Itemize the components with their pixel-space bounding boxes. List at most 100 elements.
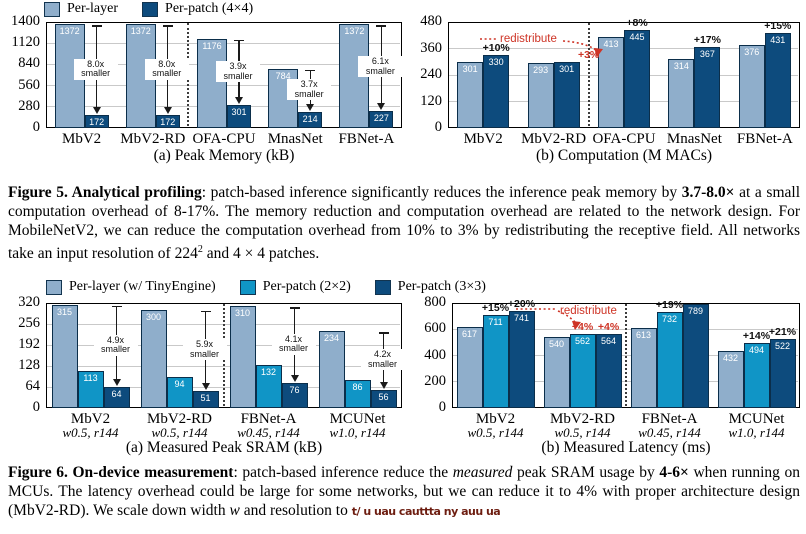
bar-value-label: 330 — [488, 57, 504, 68]
bar-mbv2-rd-s0 — [543, 337, 570, 408]
category-label: FBNet-A — [240, 411, 297, 427]
bar-value-label: 540 — [548, 339, 565, 350]
figure6-legend: Per-layer (w/ TinyEngine) Per-patch (2×2)… — [46, 279, 510, 295]
bar-mcunet-s2 — [769, 339, 796, 408]
bar-mbv2-s2 — [103, 387, 130, 408]
bar-fbnet-a-s0 — [630, 327, 657, 408]
bar-value-label: 789 — [687, 306, 704, 317]
bar-value-label: 51 — [200, 393, 211, 404]
bar-fbnet-a-s1 — [255, 364, 282, 408]
legend-label: Per-layer (w/ TinyEngine) — [69, 279, 216, 294]
category-sublabel: w0.5, r144 — [151, 425, 208, 440]
overhead-pct-label: +3% — [577, 48, 600, 61]
bar-mbv2-s0 — [51, 304, 78, 408]
arrow-head-down — [377, 102, 386, 110]
bar-fbnet-a-s2 — [281, 383, 308, 408]
bar-mbv2-rd-s0 — [527, 63, 554, 128]
group-separator — [587, 23, 590, 126]
category-label: MCUNet — [329, 411, 386, 427]
caption-run: when running on MCUs. The latency overhe… — [8, 464, 800, 519]
bar-value-label: 564 — [600, 335, 617, 346]
arrow-head-down — [235, 97, 243, 105]
bar-value-label: 86 — [352, 381, 363, 392]
y-axis-tick-label: 600 — [424, 320, 446, 337]
bar-value-label: 613 — [635, 329, 652, 340]
caption-run: measured — [452, 464, 513, 481]
y-axis-tick-label: 400 — [424, 346, 446, 363]
category-label: MbV2-RD — [120, 131, 186, 147]
y-axis-tick-label: 320 — [18, 294, 40, 310]
category-label: MbV2 — [70, 411, 111, 427]
bar-value-label: 214 — [302, 113, 318, 124]
category-label: FBNet-A — [736, 131, 793, 147]
arrow-head-down — [306, 103, 315, 111]
category-label: MbV2-RD — [549, 411, 615, 427]
bar-value-label: 1372 — [59, 26, 80, 37]
bar-fbnet-a-s0 — [229, 306, 256, 408]
caption-bold-run: Figure 5. Analytical profiling — [8, 184, 202, 201]
y-axis-tick-label: 280 — [18, 97, 40, 114]
caption-bold-run: 4-6× — [659, 464, 689, 481]
legend-label: Per-patch (3×3) — [397, 279, 486, 294]
reduction-annotation: 8.0x smaller — [73, 58, 118, 80]
bar-mbv2-rd-s1 — [569, 334, 596, 408]
legend-swatch — [239, 279, 256, 295]
reduction-annotation: 4.1x smaller — [271, 333, 316, 355]
bar-mnasnet-s0 — [668, 58, 695, 128]
caption-run: peak SRAM usage by — [512, 464, 660, 481]
legend-swatch — [142, 1, 159, 17]
bar-value-label: 445 — [629, 31, 645, 42]
category-label: MbV2-RD — [521, 131, 587, 147]
overhead-pct-label: +20% — [507, 297, 536, 310]
y-axis-tick-label: 0 — [32, 399, 40, 415]
bar-mcunet-s0 — [717, 351, 744, 408]
arrow-head-down — [201, 383, 210, 391]
bar-value-label: 113 — [83, 372, 98, 383]
bar-value-label: 784 — [275, 70, 291, 81]
reduction-annotation: 8.0x smaller — [144, 58, 189, 80]
caption-run: : patch-based inference reduce the — [233, 464, 453, 481]
bar-value-label: 617 — [461, 329, 478, 340]
category-sublabel: w1.0, r144 — [728, 425, 785, 440]
bar-value-label: 314 — [673, 60, 689, 71]
overhead-pct-label: +17% — [693, 33, 721, 46]
reduction-annotation: 3.7x smaller — [287, 79, 332, 101]
bar-mbv2-s1 — [84, 114, 109, 128]
bar-mcunet-s2 — [370, 389, 397, 408]
bar-value-label: 94 — [174, 379, 185, 390]
y-axis-tick-label: 560 — [18, 76, 40, 93]
bar-fbnet-a-s0 — [738, 44, 765, 128]
caption-bold-run: 3.7-8.0× — [681, 184, 735, 201]
y-axis-tick-label: 480 — [420, 13, 442, 29]
bar-value-label: 562 — [574, 336, 591, 347]
group-separator — [625, 304, 627, 406]
bar-mcunet-s1 — [344, 379, 371, 408]
overhead-pct-label: +21% — [768, 326, 797, 339]
category-label: FBNet-A — [641, 411, 698, 427]
legend-swatch — [46, 279, 62, 295]
bar-value-label: 227 — [373, 112, 389, 123]
chart-subcaption: (a) Measured Peak SRAM (kB) — [125, 439, 323, 456]
chart-subcaption: (b) Measured Latency (ms) — [541, 439, 711, 456]
bar-value-label: 310 — [234, 308, 251, 319]
category-label: MbV2 — [463, 131, 503, 147]
bar-value-label: 522 — [774, 341, 791, 352]
category-sublabel: w0.5, r144 — [62, 425, 119, 440]
legend-label: Per-patch (2×2) — [262, 279, 351, 294]
figure6-chart-peak-sram: 0 64 128 192 256 320 315 300 310 234 113 94 132 86 64 5… — [0, 278, 412, 478]
caption-run: and resolution to — [239, 502, 352, 519]
overhead-pct-label: +14% — [742, 330, 771, 343]
category-sublabel: w0.5, r144 — [554, 425, 611, 440]
legend-swatch — [44, 1, 60, 17]
bar-value-label: 301 — [559, 63, 575, 74]
bar-mbv2-s2 — [508, 310, 535, 408]
legend-item: Per-layer (w/ TinyEngine) — [46, 279, 216, 295]
overhead-pct-label: +15% — [481, 301, 510, 314]
reduction-annotation: 3.9x smaller — [216, 61, 260, 83]
bar-value-label: 315 — [56, 306, 73, 317]
reduction-annotation: 5.9x smaller — [182, 339, 227, 361]
overhead-pct-label: +19% — [655, 298, 684, 311]
bar-value-label: 431 — [770, 34, 786, 45]
bar-mbv2-rd-s2 — [192, 391, 219, 408]
